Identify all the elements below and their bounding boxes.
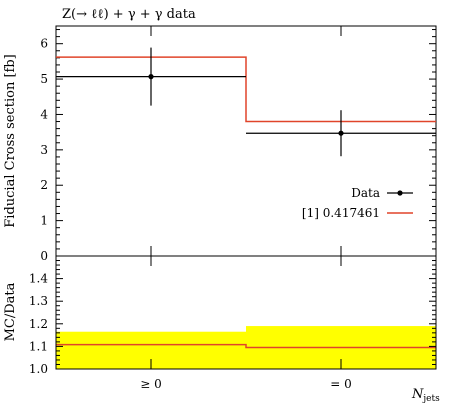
chart-title: Z(→ ℓℓ) + γ + γ data [62, 7, 196, 22]
legend-label-data: Data [351, 186, 380, 200]
ratio-x-ticks: ≥ 0 = 0 [140, 256, 352, 391]
y-tick-label: 6 [40, 37, 48, 51]
y-tick-label: 3 [40, 143, 48, 157]
main-x-ticks [150, 26, 342, 256]
main-y-ticks: 0 1 2 3 4 5 6 [40, 29, 436, 263]
ratio-y-tick-label: 1.2 [29, 317, 48, 331]
ratio-panel: 1.0 1.1 1.2 1.3 1.4 ≥ 0 = 0 MC/Data Njets [3, 255, 440, 404]
main-panel: 0 1 2 3 4 5 6 Fiducial Cross section [fb] Data… [3, 25, 437, 263]
mc-histogram-line [56, 56, 436, 123]
main-plot-marks [56, 47, 436, 157]
x-tick-label: = 0 [330, 377, 352, 391]
legend: Data [1] 0.417461 [302, 186, 413, 220]
legend-swatch-data-marker [397, 190, 403, 196]
y-tick-label: 2 [40, 178, 48, 192]
y-tick-label: 5 [40, 72, 48, 86]
ratio-y-ticks: 1.0 1.1 1.2 1.3 1.4 [29, 260, 436, 376]
ratio-y-tick-label: 1.4 [29, 272, 48, 286]
x-tick-label: ≥ 0 [140, 377, 162, 391]
y-tick-label: 4 [40, 107, 48, 121]
ratio-histogram-line [56, 343, 436, 349]
ratio-panel-frame [55, 255, 437, 370]
ratio-y-tick-label: 1.0 [29, 362, 48, 376]
y-tick-label: 0 [40, 249, 48, 263]
y-tick-label: 1 [40, 214, 48, 228]
x-axis-label: Njets [411, 387, 440, 404]
ratio-y-tick-label: 1.3 [29, 294, 48, 308]
data-point [338, 130, 344, 136]
ratio-y-tick-label: 1.1 [29, 339, 48, 353]
x-axis-label-subscript: jets [422, 394, 440, 404]
ratio-y-axis-label: MC/Data [3, 282, 18, 341]
ratio-plot-marks [56, 343, 436, 349]
legend-label-mc: [1] 0.417461 [302, 206, 380, 220]
x-axis-label-main: N [411, 387, 424, 402]
main-y-axis-label: Fiducial Cross section [fb] [3, 54, 18, 227]
data-point [148, 74, 154, 80]
